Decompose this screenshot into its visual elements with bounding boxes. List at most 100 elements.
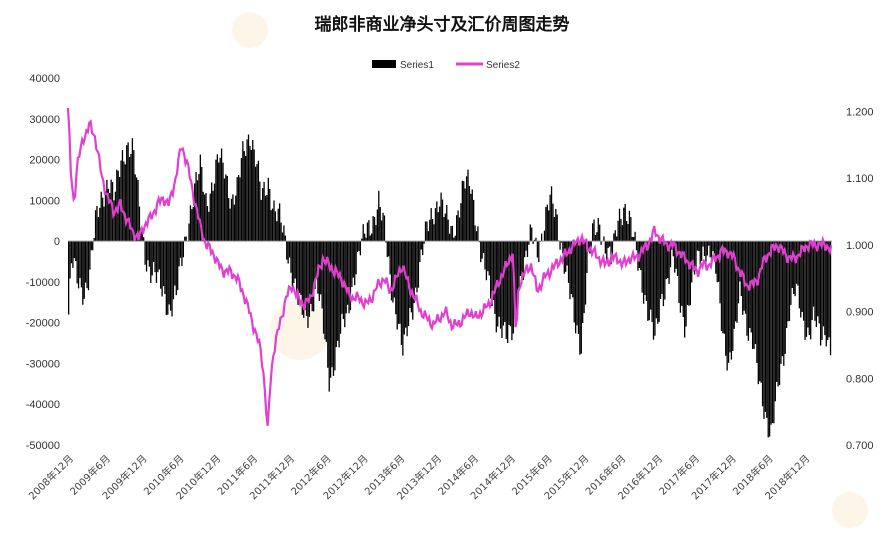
bar xyxy=(574,241,577,334)
bar xyxy=(488,241,490,276)
bar xyxy=(103,206,105,242)
bar xyxy=(253,149,255,242)
bar xyxy=(177,241,179,291)
bar xyxy=(247,134,250,242)
bar xyxy=(668,241,670,284)
bar xyxy=(148,241,151,267)
bar xyxy=(702,241,704,247)
bar xyxy=(346,241,349,305)
bar xyxy=(296,241,298,297)
bar xyxy=(243,151,245,242)
bar xyxy=(97,217,100,242)
bar xyxy=(627,224,629,242)
bar xyxy=(817,241,819,317)
bar xyxy=(579,241,581,355)
bar xyxy=(218,162,220,242)
bar xyxy=(69,241,71,279)
bar xyxy=(287,241,289,264)
bar xyxy=(242,141,244,242)
bar xyxy=(337,241,339,341)
bar xyxy=(171,241,173,317)
bar xyxy=(208,211,210,242)
bar xyxy=(172,241,175,300)
bar xyxy=(465,176,468,242)
bar xyxy=(182,241,185,258)
bar xyxy=(582,241,584,323)
bar xyxy=(511,241,513,341)
bar xyxy=(133,150,135,242)
bar xyxy=(232,194,234,242)
bar xyxy=(84,241,87,283)
bar xyxy=(233,204,235,242)
right-tick-label: 1.000 xyxy=(846,240,874,252)
bar xyxy=(545,207,547,242)
bar xyxy=(559,241,561,250)
bar xyxy=(419,241,421,262)
bar xyxy=(121,150,124,242)
bar xyxy=(114,191,117,242)
bar xyxy=(318,241,320,301)
bar xyxy=(266,195,268,242)
bar xyxy=(783,241,785,366)
bar xyxy=(194,183,196,242)
bar xyxy=(563,241,565,274)
bar xyxy=(185,236,187,242)
bar xyxy=(487,241,489,272)
bar xyxy=(716,241,718,283)
bar xyxy=(249,145,251,242)
bar xyxy=(385,241,387,243)
bar xyxy=(645,241,648,301)
bar xyxy=(599,224,601,242)
bar xyxy=(710,241,713,264)
bar xyxy=(515,241,517,315)
bar xyxy=(307,241,309,328)
bar xyxy=(369,235,371,242)
bar xyxy=(201,166,203,242)
bar xyxy=(569,241,571,300)
bar xyxy=(169,241,172,311)
bar xyxy=(618,208,621,242)
bar xyxy=(252,139,254,242)
bar xyxy=(699,241,701,267)
bar xyxy=(174,241,176,286)
bar xyxy=(650,241,652,310)
bar xyxy=(521,241,523,284)
bar xyxy=(457,210,459,242)
bar xyxy=(703,241,706,257)
bar xyxy=(92,241,94,251)
bar xyxy=(94,210,97,242)
bar xyxy=(324,241,326,340)
bar xyxy=(672,241,674,257)
bar xyxy=(692,241,694,268)
bar xyxy=(160,241,162,289)
bar xyxy=(365,237,367,242)
bar xyxy=(281,232,284,242)
bar xyxy=(290,241,292,273)
bar xyxy=(556,214,558,242)
bar xyxy=(774,241,776,402)
right-tick-label: 0.700 xyxy=(846,440,874,452)
bar xyxy=(150,241,152,283)
bar xyxy=(226,175,228,242)
left-axis-ticks: 40000 30000 20000 10000 0 -10000 -20000 -30000 -… xyxy=(26,73,60,452)
bar xyxy=(220,148,223,242)
bar xyxy=(235,195,237,242)
bar xyxy=(776,241,778,382)
bar xyxy=(70,241,73,264)
bar xyxy=(354,241,356,286)
bar xyxy=(706,241,708,256)
bar xyxy=(429,219,431,242)
bar xyxy=(329,241,332,378)
bar xyxy=(470,193,472,242)
bar xyxy=(219,157,221,242)
bar xyxy=(475,231,478,242)
bar xyxy=(283,225,285,242)
bar xyxy=(648,241,650,321)
bar xyxy=(439,206,441,242)
bar xyxy=(577,241,580,334)
bar xyxy=(198,174,200,242)
bar xyxy=(778,241,781,385)
bar xyxy=(412,241,414,320)
bar xyxy=(450,225,452,242)
bar xyxy=(315,241,318,277)
